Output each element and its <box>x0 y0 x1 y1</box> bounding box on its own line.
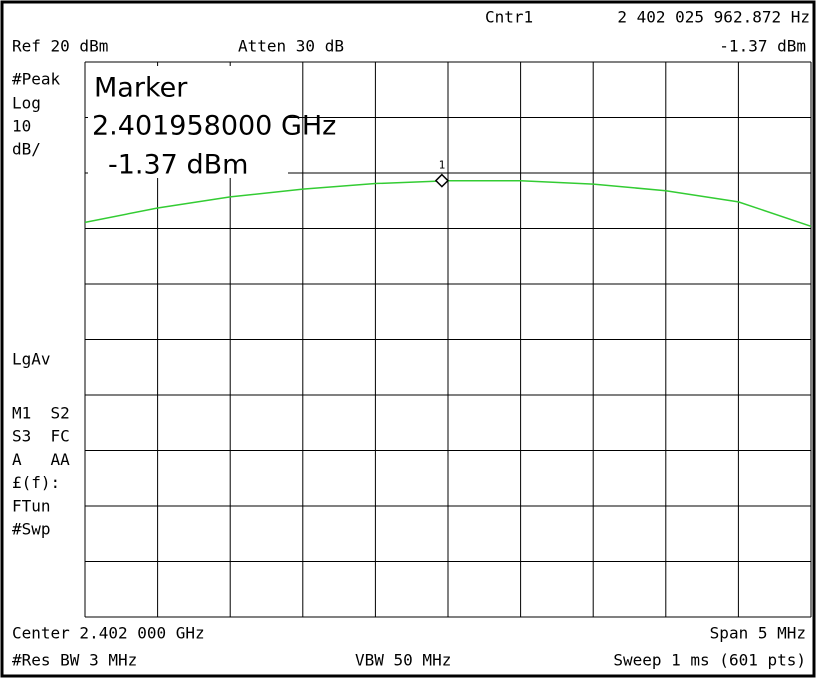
status-list: M1 S2 S3 FC A AA £(f): FTun #Swp <box>12 404 70 539</box>
marker-number: 1 <box>439 159 446 172</box>
marker-box <box>88 66 288 178</box>
marker-title: Marker <box>94 73 188 104</box>
status-item: £(f): <box>12 473 60 492</box>
status-item: M1 S2 <box>12 404 70 423</box>
ref-level: Ref 20 dBm <box>12 37 108 56</box>
span: Span 5 MHz <box>710 624 806 643</box>
marker-amplitude: -1.37 dBm <box>108 150 248 181</box>
vbw: VBW 50 MHz <box>355 651 451 670</box>
averaging: LgAv <box>12 350 51 369</box>
center-label: Cntr1 <box>485 8 533 27</box>
marker-readout: -1.37 dBm <box>719 37 806 56</box>
status-item: #Swp <box>12 520 51 539</box>
center-frequency: 2 402 025 962.872 Hz <box>617 8 810 27</box>
center: Center 2.402 000 GHz <box>12 624 205 643</box>
status-item: S3 FC <box>12 427 70 446</box>
trace-layer: 1 <box>84 159 812 227</box>
status-item: FTun <box>12 496 51 515</box>
detector: #Peak <box>12 70 61 89</box>
scale-type: Log <box>12 94 41 113</box>
attenuation: Atten 30 dB <box>238 37 344 56</box>
res-bw: #Res BW 3 MHz <box>12 651 137 670</box>
status-item: A AA <box>12 450 70 469</box>
marker-frequency: 2.401958000 GHz <box>92 111 336 142</box>
scale-unit: dB/ <box>12 140 41 159</box>
marker-diamond <box>434 173 449 188</box>
scale-value: 10 <box>12 117 31 136</box>
sweep: Sweep 1 ms (601 pts) <box>613 651 806 670</box>
